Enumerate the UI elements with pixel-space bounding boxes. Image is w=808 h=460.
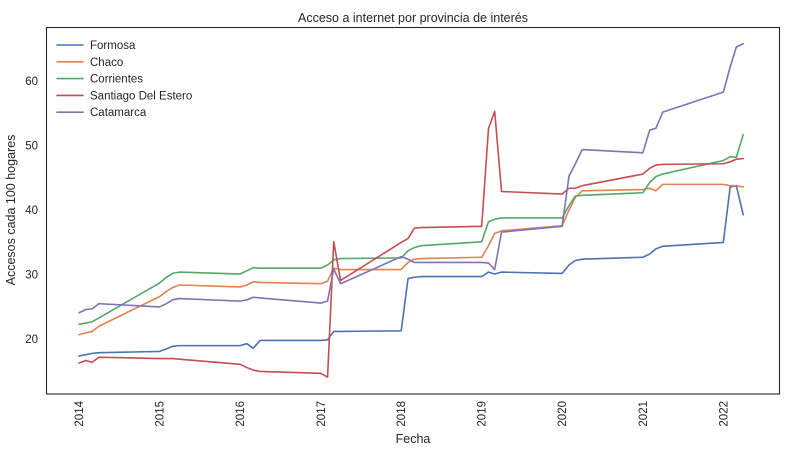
legend-label: Corrientes — [90, 74, 143, 86]
legend-label: Formosa — [90, 40, 136, 52]
series-line-formosa — [78, 184, 744, 357]
y-tick-label: 60 — [25, 76, 38, 88]
legend-item-santiago-del-estero: Santiago Del Estero — [56, 90, 192, 102]
series-line-corrientes — [78, 133, 744, 326]
series-line-chaco — [78, 183, 744, 336]
legend-item-chaco: Chaco — [56, 57, 123, 69]
legend-label: Catamarca — [90, 107, 147, 119]
chart-title: Acceso a internet por provincia de inter… — [298, 11, 528, 25]
x-tick-label: 2019 — [477, 401, 489, 427]
y-tick-label: 20 — [25, 334, 38, 346]
y-axis-label: Accesos cada 100 hogares — [4, 135, 18, 286]
plot-frame — [45, 26, 781, 395]
y-tick-labels: 20 30 40 50 60 — [25, 76, 38, 346]
x-tick-label: 2015 — [155, 401, 167, 427]
x-tick-labels: 2014 2015 2016 2017 2018 2019 2020 2021 2022 — [74, 400, 730, 426]
y-tick-label: 50 — [25, 141, 38, 153]
x-axis-label: Fecha — [396, 432, 431, 446]
x-tick-label: 2016 — [235, 401, 247, 427]
y-tick-label: 40 — [25, 205, 38, 217]
y-tick-label: 30 — [25, 270, 38, 282]
legend-label: Chaco — [90, 57, 123, 69]
legend-item-corrientes: Corrientes — [56, 74, 143, 86]
x-tick-label: 2021 — [638, 401, 650, 427]
x-tick-label: 2014 — [74, 400, 86, 426]
x-tick-label: 2018 — [396, 401, 408, 427]
legend-item-catamarca: Catamarca — [56, 107, 147, 119]
series-line-catamarca — [78, 42, 744, 314]
series-lines — [78, 42, 744, 379]
series-line-santiago-del-estero — [78, 110, 744, 379]
legend: Formosa Chaco Corrientes Santiago Del Ester… — [56, 40, 192, 119]
x-tick-label: 2017 — [316, 401, 328, 427]
legend-item-formosa: Formosa — [56, 40, 136, 52]
x-tick-label: 2022 — [718, 401, 730, 427]
legend-label: Santiago Del Estero — [90, 90, 192, 102]
x-tick-label: 2020 — [557, 401, 569, 427]
